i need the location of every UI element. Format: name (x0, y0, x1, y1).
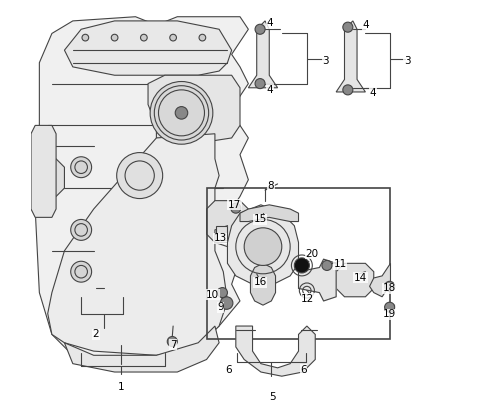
Circle shape (217, 288, 228, 298)
Bar (216, 226, 227, 240)
Bar (206, 188, 391, 339)
Circle shape (294, 258, 310, 273)
Polygon shape (31, 125, 56, 217)
Polygon shape (35, 17, 248, 364)
Circle shape (343, 85, 353, 95)
Text: 14: 14 (354, 273, 367, 283)
Circle shape (255, 79, 265, 89)
Polygon shape (148, 75, 240, 146)
Text: 19: 19 (383, 309, 396, 319)
Text: 2: 2 (93, 329, 99, 339)
Polygon shape (228, 205, 299, 284)
Text: 4: 4 (370, 88, 376, 98)
Polygon shape (48, 134, 228, 355)
Text: 4: 4 (267, 85, 274, 95)
Text: 12: 12 (301, 294, 314, 304)
Circle shape (71, 261, 92, 282)
Circle shape (82, 34, 89, 41)
Text: 17: 17 (228, 200, 241, 210)
Polygon shape (336, 263, 374, 297)
Circle shape (384, 302, 395, 312)
Text: 8: 8 (268, 181, 274, 191)
Text: 13: 13 (214, 233, 227, 243)
Text: 20: 20 (305, 249, 318, 259)
Circle shape (322, 260, 332, 270)
Polygon shape (64, 21, 232, 75)
Text: 9: 9 (217, 302, 224, 312)
Polygon shape (336, 21, 365, 92)
Polygon shape (206, 201, 248, 242)
Circle shape (71, 157, 92, 178)
Text: 3: 3 (323, 56, 329, 66)
Circle shape (199, 34, 206, 41)
Text: 1: 1 (118, 382, 124, 392)
Polygon shape (248, 21, 277, 88)
Circle shape (244, 228, 282, 265)
Circle shape (384, 281, 395, 291)
Circle shape (231, 203, 241, 213)
Text: 10: 10 (206, 290, 219, 300)
Circle shape (255, 24, 265, 34)
Polygon shape (240, 205, 299, 222)
Circle shape (220, 297, 233, 309)
Polygon shape (236, 326, 315, 376)
Polygon shape (299, 259, 336, 301)
Text: 4: 4 (267, 18, 274, 28)
Text: 16: 16 (253, 277, 267, 287)
Circle shape (343, 22, 353, 32)
Text: 15: 15 (253, 214, 267, 224)
Text: 18: 18 (383, 283, 396, 293)
Text: 3: 3 (404, 56, 410, 66)
Text: 6: 6 (300, 365, 307, 375)
Circle shape (71, 219, 92, 240)
Polygon shape (31, 159, 64, 196)
Circle shape (141, 34, 147, 41)
Text: 4: 4 (362, 20, 369, 30)
Text: 6: 6 (225, 365, 232, 375)
Text: 11: 11 (334, 259, 347, 269)
Text: 5: 5 (269, 392, 276, 402)
Circle shape (117, 153, 163, 199)
Polygon shape (251, 263, 276, 305)
Circle shape (167, 336, 177, 347)
Circle shape (175, 107, 188, 119)
Circle shape (170, 34, 177, 41)
Polygon shape (64, 326, 219, 372)
Circle shape (150, 82, 213, 144)
Text: 7: 7 (170, 340, 177, 350)
Polygon shape (370, 263, 391, 297)
Circle shape (111, 34, 118, 41)
